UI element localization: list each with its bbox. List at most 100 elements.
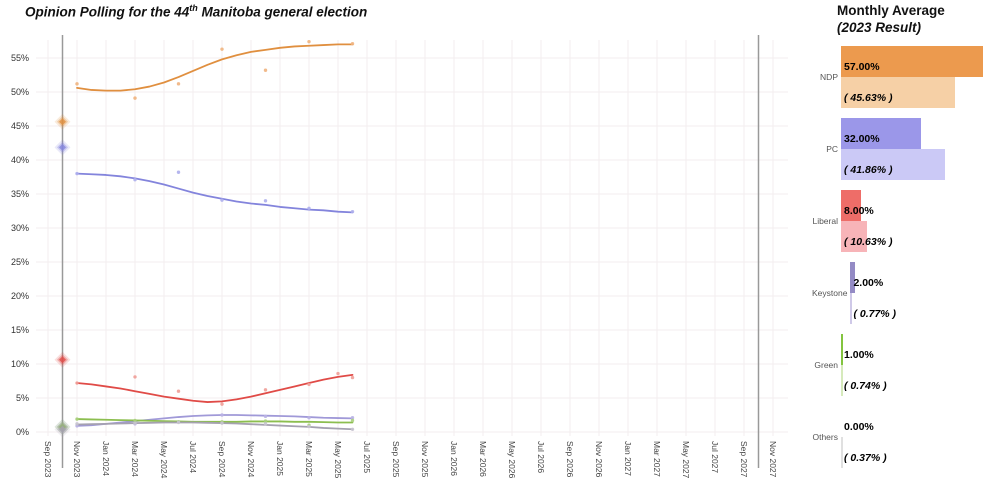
party-label: PC	[826, 144, 838, 155]
x-axis-tick-label: Sep 2027	[739, 441, 749, 478]
polling-line-chart: 0% 5% 10% 15% 20% 25% 30% 35% 40% 45% 50% 55% Sep 20…	[11, 35, 788, 479]
poll-point-pc	[307, 206, 311, 210]
poll-point-ndp	[350, 42, 355, 46]
poll-point-liberal	[176, 389, 181, 393]
x-axis-tick-label: Jul 2024	[188, 441, 198, 473]
trend-line-others	[76, 421, 354, 431]
x-axis-tick-label: Mar 2024	[130, 441, 140, 477]
y-axis-tick-label: 35%	[11, 189, 29, 199]
party-bars: 8.00% ( 10.63% )	[841, 190, 1000, 253]
y-axis-tick-label: 50%	[11, 87, 29, 97]
poll-point-ndp	[220, 47, 224, 51]
party-bars: 1.00% ( 0.74% )	[841, 334, 1000, 397]
poll-point-others	[133, 421, 137, 425]
x-axis-tick-label: May 2026	[507, 441, 517, 479]
x-axis-tick-label: May 2027	[681, 441, 691, 479]
party-row-liberal: Liberal 8.00% ( 10.63% )	[812, 190, 1000, 253]
poll-point-liberal	[263, 388, 268, 392]
election-result-value: ( 41.86% )	[844, 164, 893, 177]
poll-point-liberal	[220, 402, 224, 406]
x-axis-tick-label: Mar 2027	[652, 441, 662, 477]
party-bars: 32.00% ( 41.86% )	[841, 118, 1000, 181]
poll-point-others	[220, 421, 224, 425]
poll-average-value: 0.00%	[844, 421, 874, 434]
poll-point-pc	[263, 199, 268, 203]
x-axis-tick-label: Jan 2024	[101, 441, 111, 476]
poll-point-ndp	[176, 82, 181, 86]
y-axis-tick-label: 20%	[11, 291, 29, 301]
chart-title-prefix: Opinion Polling for the 44	[25, 4, 190, 20]
x-axis-tick-label: May 2024	[159, 441, 169, 479]
poll-average-value: 8.00%	[844, 205, 874, 218]
poll-average-value: 1.00%	[844, 349, 874, 362]
poll-point-green	[350, 418, 355, 423]
y-axis-tick-label: 40%	[11, 155, 29, 165]
poll-point-keystone	[350, 416, 355, 420]
election-result-bar	[841, 221, 868, 253]
party-label: Others	[812, 432, 838, 443]
x-axis-tick-label: Jan 2027	[623, 441, 633, 476]
party-label: Liberal	[812, 216, 838, 227]
election-result-value: ( 10.63% )	[844, 236, 893, 249]
x-axis-tick-label: Nov 2024	[246, 441, 256, 478]
x-axis-tick-label: Sep 2024	[217, 441, 227, 478]
poll-average-bar	[841, 334, 844, 366]
poll-point-pc	[220, 198, 224, 202]
poll-average-bar	[841, 190, 861, 222]
x-axis-tick-label: Sep 2025	[391, 441, 401, 478]
x-axis-tick-label: Nov 2027	[768, 441, 778, 478]
poll-point-liberal	[336, 371, 340, 376]
poll-point-pc	[75, 171, 79, 176]
party-row-keystone: Keystone 2.00% ( 0.77% )	[812, 262, 1000, 325]
poll-point-others	[176, 420, 181, 425]
poll-point-pc	[350, 209, 355, 214]
poll-point-liberal	[75, 381, 79, 385]
election-result-value: ( 0.74% )	[844, 380, 887, 393]
poll-point-keystone	[263, 414, 268, 419]
party-label: Green	[814, 360, 838, 371]
poll-point-liberal	[133, 375, 137, 379]
election-result-bar	[841, 365, 843, 397]
x-axis-tick-label: Nov 2025	[420, 441, 430, 478]
x-axis-tick-label: May 2025	[333, 441, 343, 479]
x-axis-tick-label: Jul 2027	[710, 441, 720, 473]
election-result-bar	[841, 437, 843, 469]
party-row-others: Others 0.00% ( 0.37% )	[812, 406, 1000, 469]
election-result-bar	[841, 77, 955, 109]
chart-title-suffix: Manitoba general election	[197, 4, 368, 20]
monthly-average-panel: Monthly Average (2023 Result) NDP 57.00%…	[812, 0, 1000, 500]
result-marker	[59, 118, 66, 126]
poll-point-others	[307, 424, 311, 429]
panel-subtitle: (2023 Result)	[837, 20, 922, 36]
y-axis-tick-label: 10%	[11, 359, 29, 369]
party-row-pc: PC 32.00% ( 41.86% )	[812, 118, 1000, 181]
trend-line-pc	[76, 172, 354, 214]
election-result-bar	[841, 149, 946, 181]
party-label: Keystone	[812, 288, 848, 299]
poll-average-bar	[841, 118, 921, 150]
x-axis-tick-label: Nov 2023	[72, 441, 82, 478]
trend-line-ndp	[76, 43, 354, 92]
party-row-green: Green 1.00% ( 0.74% )	[812, 334, 1000, 397]
chart-title: Opinion Polling for the 44th Manitoba ge…	[25, 3, 367, 20]
poll-average-value: 2.00%	[853, 277, 884, 290]
result-marker	[59, 143, 66, 151]
x-axis-tick-label: Jan 2026	[449, 441, 459, 476]
poll-point-green	[263, 419, 268, 423]
poll-point-ndp	[133, 96, 137, 100]
trend-line-keystone	[76, 414, 354, 427]
y-axis-tick-label: 55%	[11, 53, 29, 63]
trend-line-green	[76, 418, 354, 424]
poll-point-liberal	[307, 382, 311, 387]
party-row-ndp: NDP 57.00% ( 45.63% )	[812, 46, 1000, 109]
polling-chart-area: Opinion Polling for the 44th Manitoba ge…	[11, 3, 788, 479]
poll-point-pc	[133, 178, 137, 182]
poll-average-value: 57.00%	[844, 61, 880, 74]
election-result-value: ( 45.63% )	[844, 92, 893, 105]
y-axis-tick-label: 0%	[16, 427, 29, 437]
x-axis-tick-label: Mar 2025	[304, 441, 314, 477]
election-result-value: ( 0.37% )	[844, 452, 887, 465]
chart-title-superscript: th	[189, 3, 198, 13]
poll-point-pc	[176, 170, 181, 174]
